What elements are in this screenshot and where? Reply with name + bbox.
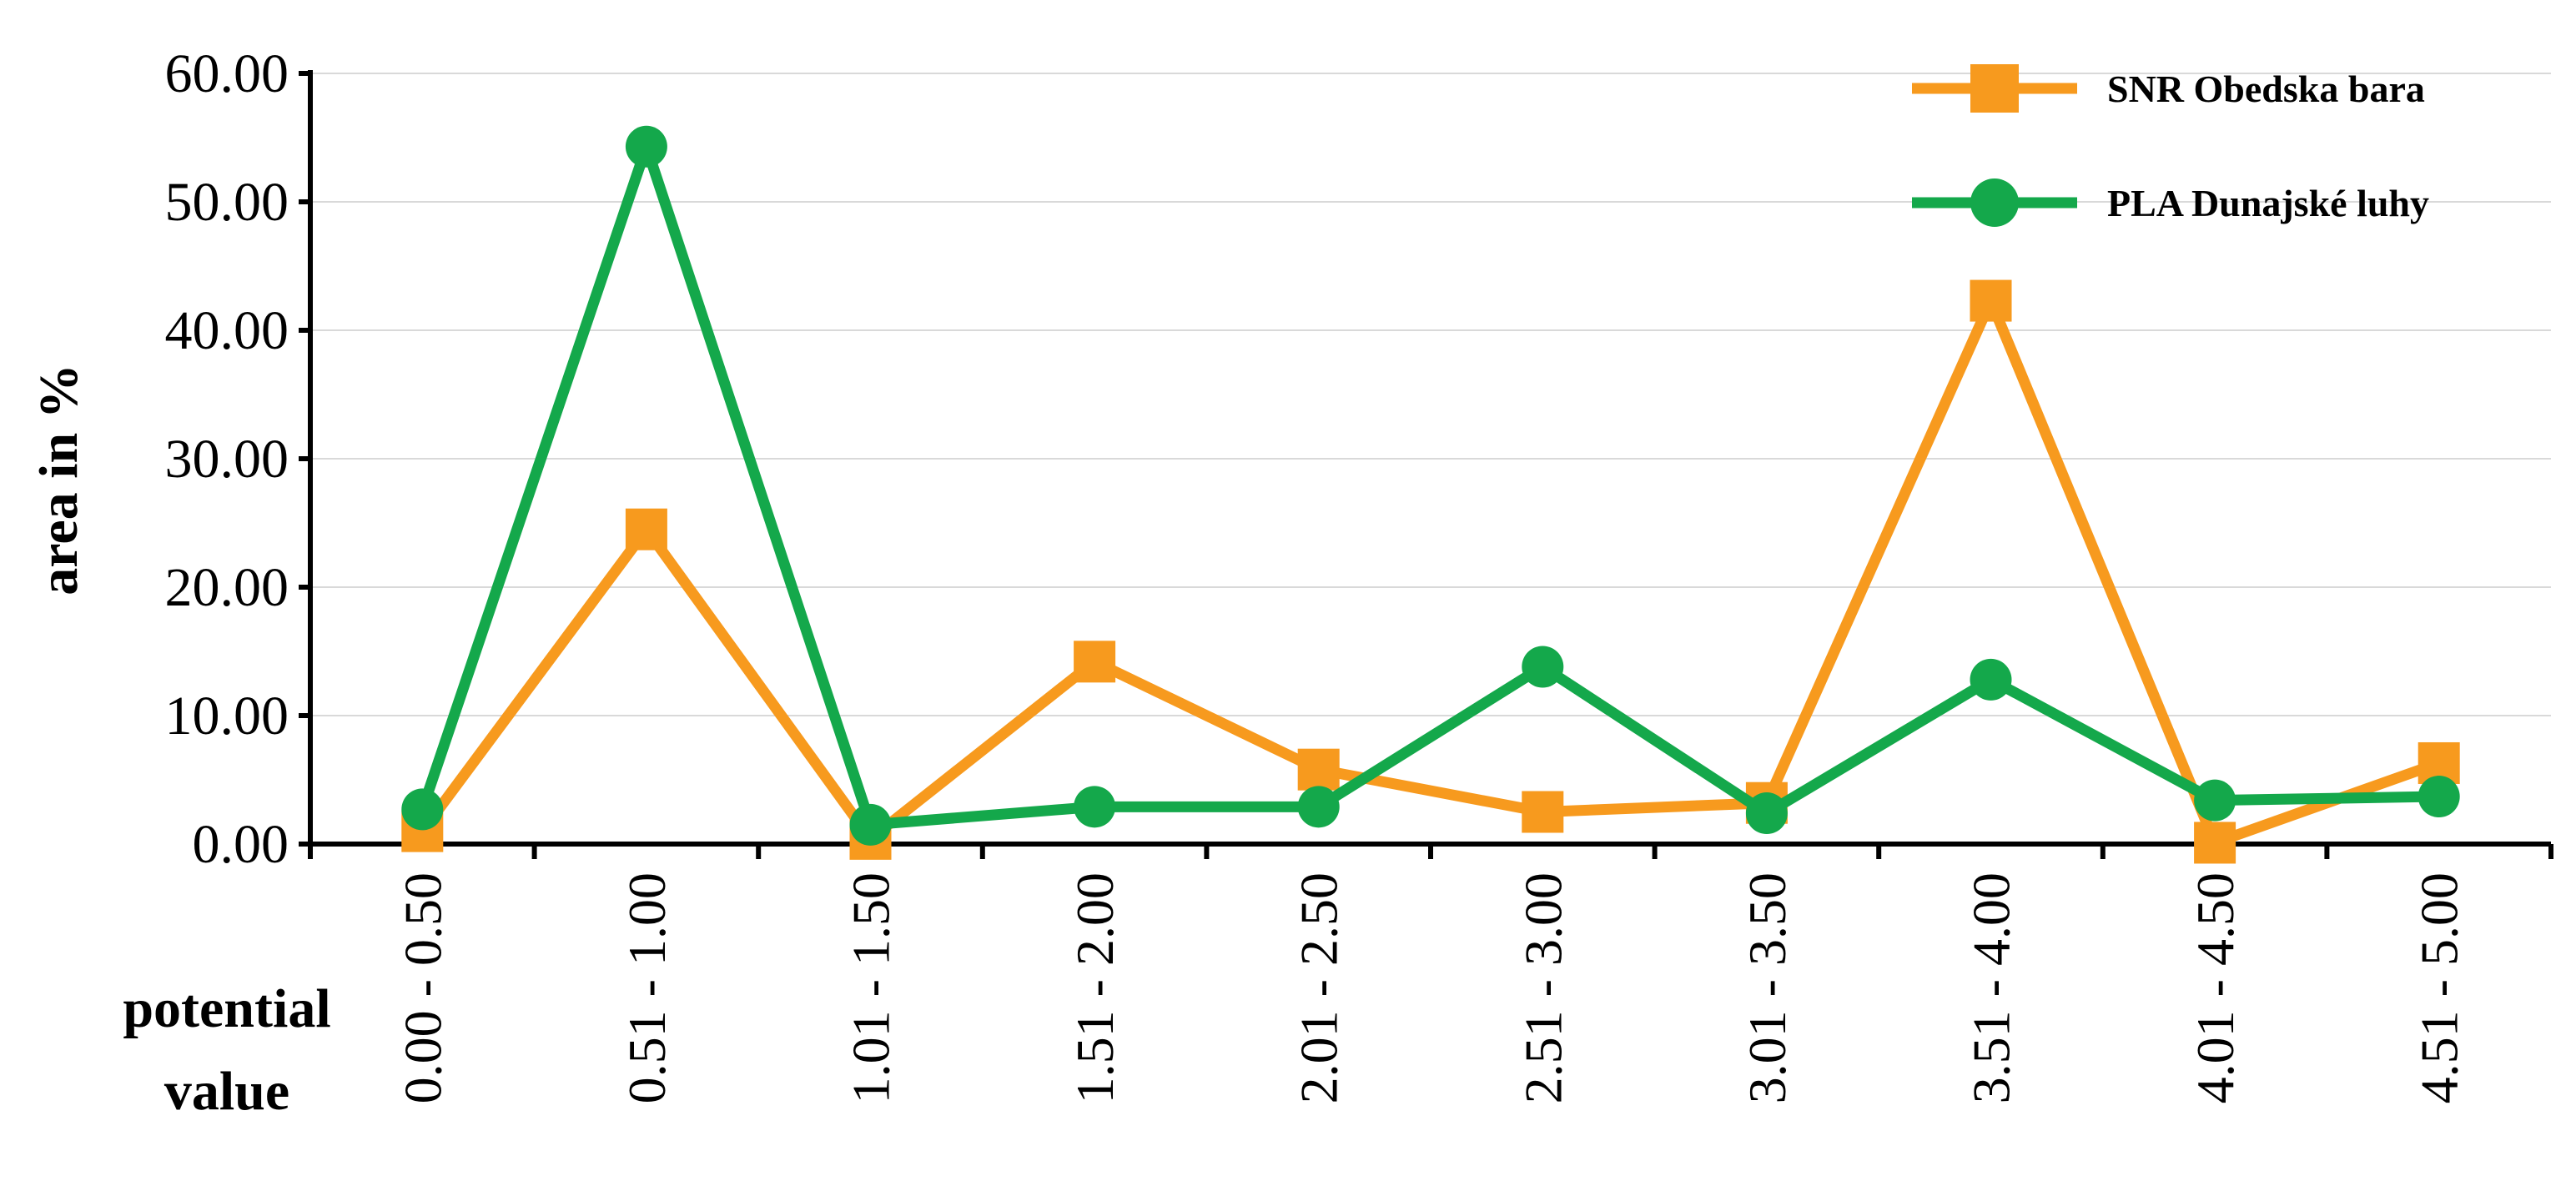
- series-2: [401, 125, 2460, 846]
- x-axis-title-line-2: value: [164, 1061, 289, 1122]
- x-tick-label: 3.01 - 3.50: [1738, 872, 1797, 1103]
- x-tick-label: 4.01 - 4.50: [2186, 872, 2245, 1103]
- data-point: [2194, 822, 2236, 864]
- x-tick-label: 0.00 - 0.50: [393, 872, 452, 1103]
- axes: [299, 70, 2553, 859]
- data-point: [401, 788, 444, 831]
- x-tick-label: 3.51 - 4.00: [1962, 872, 2021, 1103]
- data-point: [849, 803, 892, 846]
- y-tick-label: 40.00: [165, 300, 289, 361]
- legend-marker: [1970, 178, 2019, 227]
- legend-item: SNR Obedska bara: [1912, 64, 2425, 113]
- data-point: [2194, 779, 2236, 822]
- x-tick-label: 1.51 - 2.00: [1065, 872, 1124, 1103]
- x-axis-title-line-1: potential: [123, 978, 330, 1039]
- data-point: [625, 125, 667, 168]
- x-tick-label: 0.51 - 1.00: [617, 872, 677, 1103]
- y-tick-label: 20.00: [165, 557, 289, 618]
- y-tick-label: 60.00: [165, 43, 289, 104]
- y-tick-label: 0.00: [193, 814, 289, 875]
- series-1: [401, 279, 2460, 864]
- x-tick-label: 4.51 - 5.00: [2410, 872, 2469, 1103]
- x-tick-label: 2.51 - 3.00: [1513, 872, 1572, 1103]
- legend-item: PLA Dunajské luhy: [1912, 178, 2429, 227]
- legend: SNR Obedska bara PLA Dunajské luhy: [1912, 64, 2429, 227]
- data-point: [1745, 792, 1788, 835]
- data-point: [1297, 786, 1340, 828]
- series-line: [418, 295, 2441, 848]
- y-tick-labels: 0.00 10.00 20.00 30.00 40.00 50.00 60.00: [165, 43, 289, 875]
- gridlines: [310, 73, 2551, 716]
- data-point: [1074, 641, 1116, 683]
- data-point: [1074, 786, 1116, 828]
- x-tick-label: 1.01 - 1.50: [842, 872, 901, 1103]
- data-point: [625, 508, 667, 550]
- data-point: [2418, 776, 2460, 818]
- y-axis-title: area in %: [28, 364, 89, 595]
- data-point: [1297, 748, 1340, 791]
- series-line: [417, 141, 2439, 831]
- data-point: [1522, 791, 1564, 833]
- series: [401, 125, 2460, 864]
- data-point: [1522, 646, 1564, 688]
- x-tick-label: 2.01 - 2.50: [1290, 872, 1349, 1103]
- data-point: [1970, 279, 2012, 322]
- y-tick-label: 50.00: [165, 172, 289, 233]
- data-point: [1970, 658, 2012, 701]
- y-tick-label: 30.00: [165, 429, 289, 490]
- x-tick-labels: 0.00 - 0.50 0.51 - 1.00 1.01 - 1.50 1.51 - …: [393, 872, 2468, 1103]
- y-tick-label: 10.00: [165, 686, 289, 746]
- legend-label: SNR Obedska bara: [2107, 68, 2425, 110]
- legend-marker: [1970, 64, 2019, 113]
- legend-label: PLA Dunajské luhy: [2107, 182, 2429, 224]
